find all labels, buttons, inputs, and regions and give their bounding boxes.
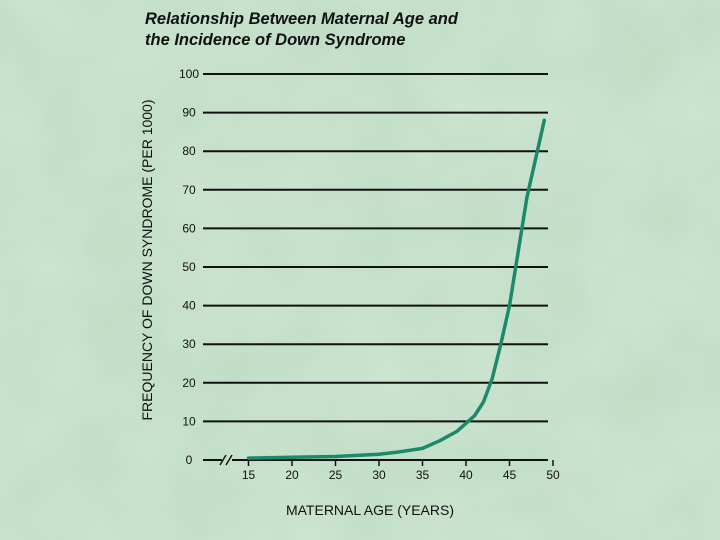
x-tick-label-35: 35 xyxy=(416,468,430,482)
axis-break-mark-1 xyxy=(219,454,227,466)
y-tick-label-70: 70 xyxy=(182,183,196,197)
y-tick-label-50: 50 xyxy=(182,260,196,274)
series-line-0 xyxy=(246,118,547,460)
x-axis-ticks: 15 20 25 30 35 40 45 50 xyxy=(242,460,560,482)
x-tick-label-45: 45 xyxy=(503,468,517,482)
x-tick-label-30: 30 xyxy=(372,468,386,482)
y-tick-label-20: 20 xyxy=(182,376,196,390)
y-tick-label-90: 90 xyxy=(182,106,196,120)
x-axis-title: MATERNAL AGE (YEARS) xyxy=(286,502,454,518)
y-tick-label-10: 10 xyxy=(182,414,196,428)
x-tick-label-20: 20 xyxy=(285,468,299,482)
y-tick-label-40: 40 xyxy=(182,299,196,313)
y-axis-title: FREQUENCY OF DOWN SYNDROME (PER 1000) xyxy=(139,99,155,420)
x-axis xyxy=(203,454,548,466)
x-tick-label-25: 25 xyxy=(329,468,343,482)
chart-title-line-1: Relationship Between Maternal Age and xyxy=(145,10,458,28)
x-tick-label-40: 40 xyxy=(459,468,473,482)
y-tick-label-30: 30 xyxy=(182,337,196,351)
y-tick-label-80: 80 xyxy=(182,144,196,158)
x-tick-label-15: 15 xyxy=(242,468,256,482)
y-tick-label-0: 0 xyxy=(186,453,193,467)
y-tick-label-60: 60 xyxy=(182,221,196,235)
x-tick-label-50: 50 xyxy=(546,468,560,482)
y-axis-ticks: 0 10 20 30 40 50 60 70 80 90 100 xyxy=(179,67,199,467)
y-tick-label-100: 100 xyxy=(179,67,199,81)
data-series xyxy=(246,118,547,460)
axis-break-mark-2 xyxy=(225,454,233,466)
chart-title: Relationship Between Maternal Age and th… xyxy=(145,9,545,51)
chart-title-line-2: the Incidence of Down Syndrome xyxy=(145,31,406,49)
